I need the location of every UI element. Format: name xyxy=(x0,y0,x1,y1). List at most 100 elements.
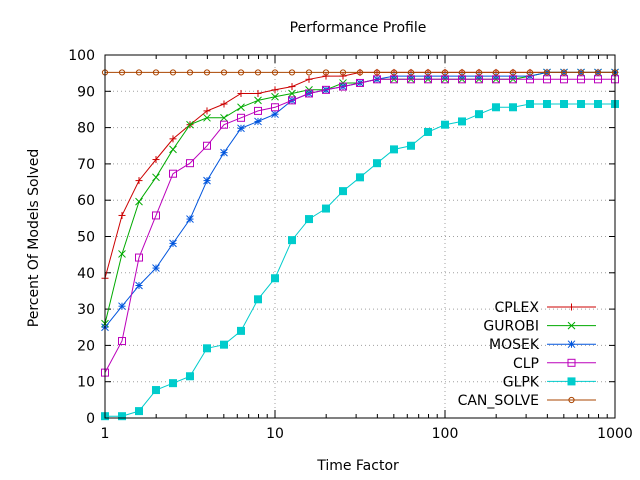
data-point-gurobi xyxy=(271,92,279,101)
legend-item-gurobi: GUROBI xyxy=(483,319,596,335)
data-point-glpk xyxy=(423,127,432,136)
data-point-can-solve-shape xyxy=(543,69,551,76)
data-point-can-solve xyxy=(475,69,483,76)
data-point-clp-shape xyxy=(458,75,467,84)
y-axis-label: Percent Of Models Solved xyxy=(26,149,42,327)
data-point-glpk xyxy=(169,379,178,388)
data-point-clp-shape xyxy=(237,113,246,122)
series-lines xyxy=(101,68,619,421)
data-point-glpk-shape xyxy=(441,120,449,129)
data-point-glpk-shape xyxy=(509,103,518,112)
data-point-glpk xyxy=(220,340,229,349)
y-tick-label: 30 xyxy=(77,302,95,318)
data-point-clp-shape xyxy=(185,159,194,168)
data-point-can-solve-shape xyxy=(118,69,126,76)
data-point-clp xyxy=(355,78,364,87)
data-point-glpk xyxy=(185,372,194,381)
data-point-glpk xyxy=(135,407,144,416)
data-point-cplex xyxy=(135,177,143,185)
data-point-mosek xyxy=(152,264,160,272)
x-axis-label: Time Factor xyxy=(316,458,399,474)
data-point-clp-shape xyxy=(169,169,178,178)
y-tick-label: 70 xyxy=(77,157,95,173)
data-point-glpk-shape xyxy=(491,103,500,112)
data-point-can-solve xyxy=(577,69,585,76)
data-point-can-solve-shape xyxy=(237,69,245,76)
series-mosek xyxy=(101,68,619,332)
data-point-clp xyxy=(372,75,381,84)
data-point-can-solve-shape xyxy=(526,69,534,76)
data-point-glpk xyxy=(237,326,246,335)
data-point-glpk xyxy=(525,100,534,109)
x-tick-label: 1000 xyxy=(597,426,633,442)
data-point-clp xyxy=(220,120,229,129)
data-point-glpk-shape xyxy=(135,407,144,416)
data-point-can-solve xyxy=(118,69,126,76)
data-point-clp xyxy=(390,75,399,84)
data-point-clp-shape xyxy=(202,141,211,150)
legend-marker-gurobi xyxy=(567,321,576,330)
data-point-glpk-shape xyxy=(593,100,602,109)
data-point-can-solve xyxy=(526,69,534,76)
y-tick-label: 60 xyxy=(77,193,95,209)
data-point-can-solve-shape xyxy=(305,69,313,76)
data-point-clp-shape xyxy=(542,75,551,84)
data-point-cplex xyxy=(118,211,126,219)
y-tick-label: 100 xyxy=(68,48,95,64)
data-point-mosek xyxy=(118,302,126,311)
series-glpk xyxy=(101,100,619,421)
data-point-glpk xyxy=(593,100,602,109)
data-point-clp xyxy=(339,82,348,91)
data-point-can-solve-shape xyxy=(475,69,483,76)
data-point-clp xyxy=(321,85,330,94)
data-point-glpk xyxy=(202,344,211,353)
series-line-gurobi xyxy=(104,71,615,324)
data-point-clp-shape xyxy=(372,75,381,84)
data-point-glpk-shape xyxy=(271,274,279,283)
data-point-can-solve-shape xyxy=(339,69,347,76)
data-point-can-solve xyxy=(288,69,296,76)
data-point-glpk xyxy=(288,236,297,245)
data-point-can-solve xyxy=(424,69,432,76)
data-point-glpk xyxy=(118,412,127,421)
data-point-clp xyxy=(118,337,127,346)
data-point-can-solve-shape xyxy=(203,69,211,76)
data-point-can-solve-shape xyxy=(186,69,194,76)
data-point-clp-shape xyxy=(321,85,330,94)
data-point-glpk-shape xyxy=(237,326,246,335)
x-tick-label: 100 xyxy=(432,426,459,442)
legend-marker-gurobi-stroke xyxy=(567,321,576,330)
data-point-can-solve-shape xyxy=(373,69,381,76)
legend-label-clp: CLP xyxy=(513,356,539,372)
data-point-can-solve-shape xyxy=(390,69,398,76)
data-point-gurobi xyxy=(237,103,245,112)
data-point-clp-shape xyxy=(525,75,534,84)
legend-item-cplex: CPLEX xyxy=(495,300,596,316)
data-point-can-solve-shape xyxy=(594,69,602,76)
data-point-cplex xyxy=(339,72,347,80)
data-point-glpk xyxy=(441,120,449,129)
data-point-clp-shape xyxy=(118,337,127,346)
data-point-can-solve-shape xyxy=(220,69,228,76)
y-tick-label: 20 xyxy=(77,338,95,354)
y-tick-label: 50 xyxy=(77,230,95,246)
data-point-clp-shape xyxy=(220,120,229,129)
data-point-can-solve xyxy=(254,69,262,76)
data-point-mosek xyxy=(271,110,279,119)
data-point-clp-shape xyxy=(407,75,416,84)
series-clp xyxy=(101,75,619,377)
data-point-can-solve-shape xyxy=(509,69,517,76)
data-point-glpk-shape xyxy=(458,117,467,126)
data-point-glpk-shape xyxy=(577,100,586,109)
data-point-gurobi-stroke xyxy=(220,113,228,122)
data-point-can-solve xyxy=(407,69,415,76)
data-point-glpk xyxy=(355,173,364,182)
data-point-can-solve xyxy=(390,69,398,76)
data-point-glpk xyxy=(271,274,279,283)
data-point-can-solve xyxy=(356,69,364,76)
data-point-glpk-shape xyxy=(560,100,569,109)
data-point-mosek-stroke xyxy=(220,148,228,157)
data-point-can-solve-shape xyxy=(424,69,432,76)
data-point-glpk xyxy=(475,110,484,119)
